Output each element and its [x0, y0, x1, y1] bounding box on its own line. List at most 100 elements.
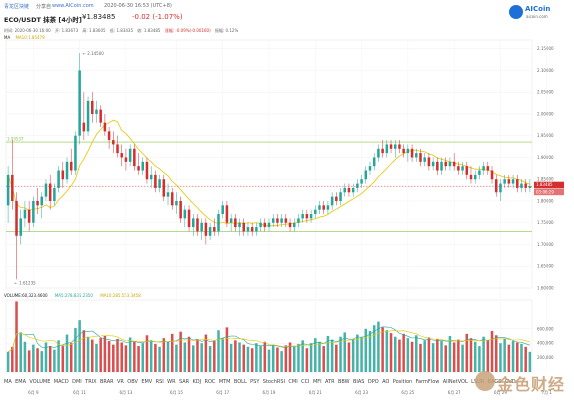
indicator-atr[interactable]: ATR [325, 379, 335, 385]
volume-bar [116, 338, 119, 372]
candle-body [217, 214, 220, 232]
candle-body [528, 186, 532, 188]
countdown-tag [534, 188, 564, 196]
indicator-cci[interactable]: CCI [301, 379, 310, 385]
volume-bar [494, 335, 498, 372]
volume-bar [6, 351, 10, 372]
indicator-farmflow[interactable]: FarmFlow [415, 379, 440, 385]
watermark: 金色财经 [475, 368, 571, 396]
indicator-boll[interactable]: BOLL [233, 379, 247, 385]
indicator-bbw[interactable]: BBW [337, 379, 350, 385]
indicator-cmi[interactable]: CMI [288, 379, 298, 385]
volume-bar [507, 344, 511, 372]
ma-tag[interactable]: MA [4, 35, 11, 40]
volume-bar [280, 351, 283, 372]
candle-body [288, 222, 292, 228]
indicator-dmi[interactable]: DMI [72, 379, 82, 385]
ma-value: MA10:1.85479 [15, 35, 45, 40]
candle-body [372, 157, 376, 167]
volume-bar [91, 339, 94, 372]
indicator-brar[interactable]: BRAR [100, 379, 114, 385]
candle-body [234, 218, 237, 228]
candle-body [32, 200, 35, 223]
volume-bar [65, 334, 69, 372]
indicator-wr[interactable]: WR [167, 379, 176, 385]
aicoin-link[interactable]: www.AICoin.com [52, 3, 94, 9]
candle-body [360, 179, 363, 184]
indicator-emv[interactable]: EMV [141, 379, 153, 385]
volume-bar [187, 336, 191, 372]
candle-body [154, 174, 157, 188]
indicator-mfi[interactable]: MFI [312, 379, 322, 385]
ohlc-readout: 时间: 2020-06-30 16:00 开: 1.83673 高: 1.836… [4, 28, 241, 34]
candle-body [381, 148, 384, 154]
candle-body [128, 148, 132, 162]
volume-value: VOLUME:60,323.4600 [4, 293, 48, 298]
indicator-roc[interactable]: ROC [204, 379, 216, 385]
indicator-allnetvol[interactable]: AllNetVOL [442, 379, 468, 385]
candle-body [246, 227, 250, 232]
volume-bar [99, 338, 102, 372]
indicator-ma[interactable]: MA [4, 379, 12, 385]
candle-body [69, 161, 73, 171]
indicator-mtm[interactable]: MTM [218, 379, 231, 385]
indicator-rsi[interactable]: RSI [155, 379, 164, 385]
candle-body [204, 222, 208, 236]
candle-body [162, 179, 166, 197]
volume-bar [288, 342, 292, 372]
volume-legend: VOLUME:60,323.4600 MA5:278,835.2350 MA10… [4, 293, 147, 298]
indicator-kdj[interactable]: KDJ [192, 379, 202, 385]
indicator-ao[interactable]: AO [382, 379, 390, 385]
candle-body [377, 148, 380, 158]
candle-body [419, 153, 422, 162]
volume-bar [381, 327, 384, 372]
candle-body [326, 205, 330, 210]
indicator-vr[interactable]: VR [117, 379, 124, 385]
source-label: 青龙区块链 [4, 4, 30, 10]
candle-body [469, 174, 473, 180]
volume-bar [259, 346, 262, 372]
indicator-position[interactable]: Position [392, 379, 413, 385]
candle-body [330, 196, 334, 206]
indicator-bias[interactable]: BIAS [352, 379, 365, 385]
candle-body [431, 161, 435, 167]
candle-body [11, 174, 14, 201]
volume-bar [242, 344, 246, 372]
candle-body [74, 135, 77, 171]
candle-body [166, 192, 170, 197]
volume-bar [208, 346, 212, 372]
indicator-obv[interactable]: OBV [127, 379, 138, 385]
volume-bar [53, 349, 56, 372]
candle-body [61, 170, 65, 180]
indicator-cvd[interactable]: CVD [504, 379, 516, 385]
indicator-sar[interactable]: SAR [178, 379, 190, 385]
volume-bar [368, 330, 372, 372]
volume-bar [431, 343, 435, 372]
indicator-volume[interactable]: VOLUME [29, 379, 51, 385]
candle-body [465, 166, 469, 175]
indicator-bar: MA EMA VOLUME MACD DMI TRIX BRAR VR OBV EMV RSI WR S… [4, 379, 516, 385]
volume-bar [44, 342, 48, 372]
y-tick-label: 1.90000 [537, 155, 554, 160]
indicator-stochrsi[interactable]: StochRSI [262, 379, 286, 385]
indicator-ema[interactable]: EMA [15, 379, 27, 385]
indicator-psy[interactable]: PSY [250, 379, 260, 385]
candle-body [473, 174, 477, 180]
volume-bar [246, 346, 250, 372]
indicator-dpo[interactable]: DPO [367, 379, 379, 385]
y-tick-label: 1.85000 [537, 177, 554, 182]
candle-body [440, 161, 443, 171]
volume-bar [528, 351, 532, 372]
candle-body [478, 170, 481, 175]
volume-bar [318, 341, 321, 372]
indicator-macd[interactable]: MACD [53, 379, 69, 385]
volume-tick-label: 200,000 [537, 355, 554, 360]
volume-bar [343, 332, 347, 372]
candle-body [255, 227, 258, 232]
volume-bar [415, 335, 418, 372]
candle-body [183, 209, 187, 219]
indicator-trix[interactable]: TRIX [85, 379, 97, 385]
y-tick-label: 1.75000 [537, 220, 554, 225]
x-date-label: 7月 1 [542, 390, 553, 395]
